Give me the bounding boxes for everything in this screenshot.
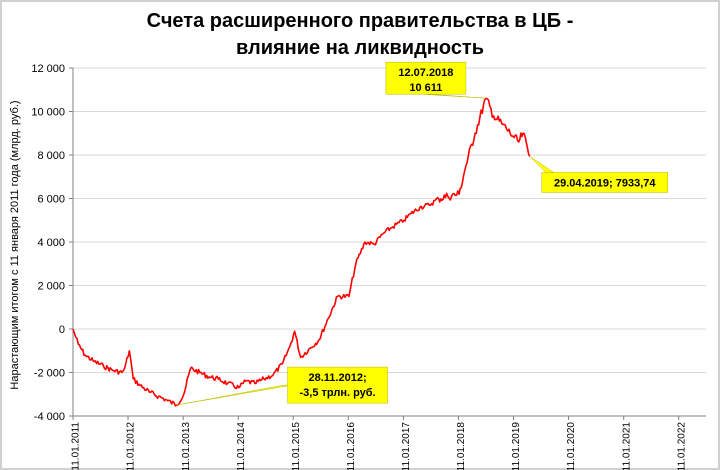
gridlines	[73, 67, 706, 417]
annotation-callout: 12.07.2018 10 611	[385, 61, 486, 99]
series-group	[72, 97, 531, 407]
x-tick-labels: 11.01.2011 11.01.2012 11.01.2013 11.01.2014…	[71, 422, 688, 470]
y-tick-label: -2 000	[34, 368, 65, 380]
annotation-callout: 29.04.2019; 7933,74	[529, 156, 669, 193]
annotation-callout: 28.11.2012; -3,5 трлн. руб.	[176, 366, 388, 406]
annotation-pointer	[529, 156, 555, 173]
annotation-text: 28.11.2012;	[309, 372, 367, 384]
y-tick-labels: -4 000 -2 000 0 2 000 4 000 6 000 8 000 10 000 1…	[31, 63, 65, 423]
annotation-box	[287, 366, 388, 404]
chart-title-line-1: Счета расширенного правительства в ЦБ -	[146, 10, 574, 32]
annotation-text: 29.04.2019; 7933,74	[554, 177, 656, 189]
annotation-pointer	[421, 93, 486, 99]
chart-title: Счета расширенного правительства в ЦБ - …	[0, 8, 720, 62]
annotation-box	[541, 172, 669, 193]
x-tick-label: 11.01.2014	[236, 422, 247, 470]
annotation-text: -3,5 трлн. руб.	[299, 387, 375, 399]
y-tick-label: 10 000	[31, 107, 65, 119]
annotation-pointer	[176, 384, 292, 406]
chart-title-line-2: влияние на ликвидность	[235, 37, 485, 59]
x-tick-label: 11.01.2013	[181, 422, 192, 470]
y-tick-label: 8 000	[37, 150, 65, 162]
y-tick-label: 4 000	[37, 237, 65, 249]
x-tick-label: 11.01.2022	[676, 422, 687, 470]
x-tick-label: 11.01.2021	[621, 422, 632, 470]
annotation-text: 10 611	[409, 82, 442, 94]
y-tick-label: -4 000	[34, 411, 65, 423]
y-tick-label: 2 000	[37, 281, 65, 293]
annotations: 12.07.2018 10 611 29.04.2019; 7933,74 28.11…	[176, 61, 669, 406]
series-line	[72, 97, 531, 407]
x-tick-label: 11.01.2018	[456, 422, 467, 470]
annotation-text: 12.07.2018	[398, 67, 453, 79]
x-tick-label: 11.01.2019	[511, 422, 522, 470]
x-tick-label: 11.01.2015	[291, 422, 302, 470]
x-tick-label: 11.01.2011	[71, 422, 82, 470]
x-tick-label: 11.01.2020	[566, 422, 577, 470]
annotation-box	[385, 61, 467, 95]
x-tick-label: 11.01.2016	[346, 422, 357, 470]
x-tick-label: 11.01.2012	[126, 422, 137, 470]
y-tick-label: 12 000	[31, 63, 65, 75]
y-tick-label: 0	[59, 324, 65, 336]
axes	[69, 67, 706, 420]
x-tick-label: 11.01.2017	[401, 422, 412, 470]
y-tick-label: 6 000	[37, 194, 65, 206]
